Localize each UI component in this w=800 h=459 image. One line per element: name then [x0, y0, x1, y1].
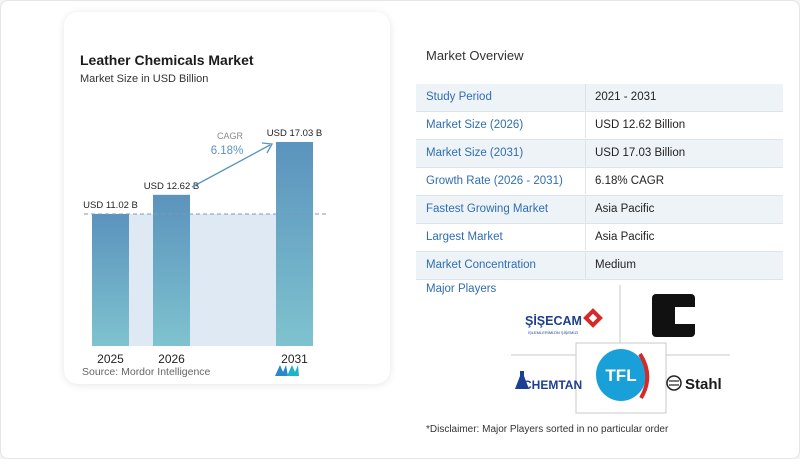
tfl-swoosh-icon — [638, 352, 650, 400]
chemtan-logo: CHEMTAN — [515, 371, 582, 392]
overview-cell-divider — [585, 196, 586, 222]
cagr-arrow — [191, 144, 271, 188]
overview-row: Market Size (2026) USD 12.62 Billion — [416, 112, 783, 140]
overview-row: Growth Rate (2026 - 2031) 6.18% CAGR — [416, 168, 783, 196]
mordor-logo-icon — [275, 365, 299, 376]
overview-title: Market Overview — [426, 48, 524, 63]
bar-2031 — [276, 142, 313, 346]
overview-row: Fastest Growing Market Asia Pacific — [416, 196, 783, 224]
cagr-value: 6.18% — [211, 145, 244, 157]
disclaimer: *Disclaimer: Major Players sorted in no … — [426, 424, 669, 435]
x-tick-label: 2026 — [158, 352, 185, 366]
chart-source: Source: Mordor Intelligence — [82, 366, 211, 378]
tfl-text: TFL — [605, 366, 636, 385]
stahl-circle-icon — [666, 375, 682, 391]
black-c-logo — [652, 294, 697, 337]
overview-cell-divider — [585, 112, 586, 138]
bar-value-label: USD 12.62 B — [144, 181, 199, 192]
overview-row-value: 2021 - 2031 — [595, 91, 657, 103]
overview-cell-divider — [585, 84, 586, 110]
tfl-circle-icon — [596, 349, 646, 401]
sisecam-diamond-inner-icon — [588, 313, 598, 323]
bar-value-label: USD 17.03 B — [267, 128, 322, 139]
overview-row-label: Market Concentration — [426, 259, 536, 271]
overview-row: Market Concentration Medium — [416, 252, 783, 280]
sisecam-logo: ŞİŞECAM İŞLEMLERİMİZİN ŞİŞEMİZİ — [525, 308, 603, 335]
x-tick-label: 2025 — [97, 352, 124, 366]
overview-cell-divider — [585, 168, 586, 194]
stahl-text: Stahl — [685, 376, 722, 393]
overview-row-value: Asia Pacific — [595, 231, 655, 243]
overview-cell-divider — [585, 224, 586, 250]
stahl-logo: Stahl — [666, 375, 722, 393]
overview-row-value: USD 17.03 Billion — [595, 147, 686, 159]
cagr-label: CAGR — [217, 131, 244, 141]
overview-row-value: Medium — [595, 259, 636, 271]
black-c-cut-icon — [675, 307, 697, 324]
x-tick-label: 2031 — [281, 352, 308, 366]
overview-cell-divider — [585, 140, 586, 166]
overview-cell-divider — [585, 252, 586, 278]
overview-row-value: 6.18% CAGR — [595, 175, 665, 187]
overview-row-label: Market Size (2031) — [426, 147, 524, 159]
bar-value-label: USD 11.02 B — [83, 200, 138, 211]
overview-row: Study Period 2021 - 2031 — [416, 84, 783, 112]
chart-title: Leather Chemicals Market — [80, 52, 254, 68]
bar-2025 — [92, 213, 129, 346]
chart-area: Leather Chemicals Market Market Size in … — [64, 12, 390, 384]
bar-2026 — [153, 194, 190, 346]
major-players-label: Major Players — [426, 283, 497, 295]
sisecam-text: ŞİŞECAM — [525, 313, 582, 328]
overview-row-label: Market Size (2026) — [426, 119, 524, 131]
cagr-arrowhead-icon — [261, 142, 274, 154]
tfl-logo: TFL — [575, 342, 667, 414]
overview-row: Market Size (2031) USD 17.03 Billion — [416, 140, 783, 168]
overview-row-label: Growth Rate (2026 - 2031) — [426, 175, 563, 187]
black-c-icon — [652, 294, 695, 337]
overview-row-label: Study Period — [426, 91, 492, 103]
chart-subtitle: Market Size in USD Billion — [80, 73, 209, 85]
overview-row: Largest Market Asia Pacific — [416, 224, 783, 252]
overview-table: Study Period 2021 - 2031 Market Size (2026… — [416, 84, 783, 280]
sisecam-subtext: İŞLEMLERİMİZİN ŞİŞEMİZİ — [528, 330, 578, 335]
overview-row-value: USD 12.62 Billion — [595, 119, 686, 131]
overview-row-value: Asia Pacific — [595, 203, 655, 215]
chemtan-flask-icon — [515, 371, 529, 389]
chemtan-text: CHEMTAN — [523, 378, 582, 392]
overview-row-label: Largest Market — [426, 231, 503, 243]
bar-chart: USD 11.02 B 2025 USD 12.62 B 2026 USD 17.03 … — [83, 128, 326, 366]
overview-row-label: Fastest Growing Market — [426, 203, 549, 215]
